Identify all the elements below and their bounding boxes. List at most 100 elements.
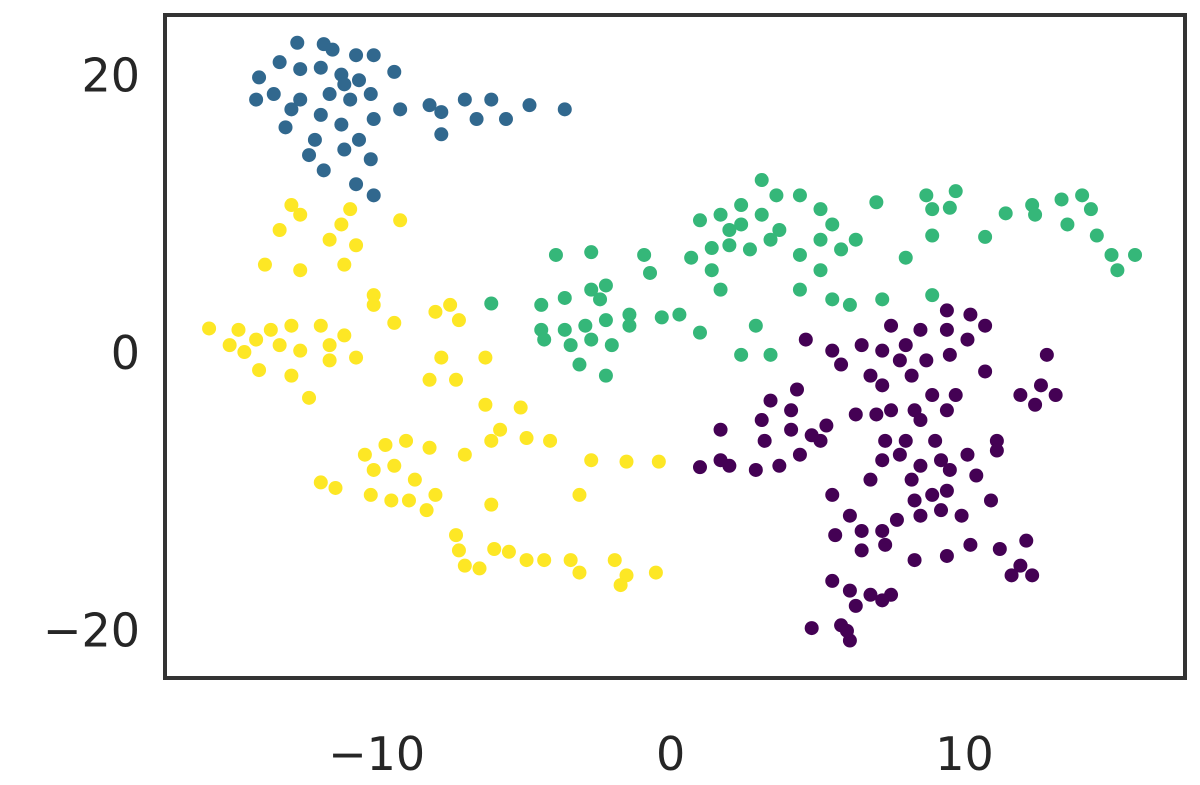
data-point: [919, 188, 934, 203]
data-point: [293, 263, 308, 278]
x-tick-label: 10: [935, 727, 994, 781]
data-point: [842, 297, 857, 312]
data-point: [419, 503, 434, 518]
data-point: [928, 433, 943, 448]
data-point: [457, 447, 472, 462]
data-point: [875, 343, 890, 358]
data-point: [792, 447, 807, 462]
data-point: [925, 202, 940, 217]
data-point: [387, 315, 402, 330]
data-point: [313, 60, 328, 75]
data-point: [939, 548, 954, 563]
data-point: [349, 48, 364, 63]
data-point: [939, 322, 954, 337]
data-point: [848, 407, 863, 422]
data-point: [907, 493, 922, 508]
data-point: [722, 222, 737, 237]
data-point: [363, 487, 378, 502]
data-point: [522, 98, 537, 113]
data-point: [252, 70, 267, 85]
data-point: [484, 92, 499, 107]
data-point: [942, 200, 957, 215]
data-point: [643, 265, 658, 280]
data-point: [316, 163, 331, 178]
data-point: [302, 148, 317, 163]
data-point: [748, 462, 763, 477]
data-point: [252, 363, 267, 378]
data-point: [498, 112, 513, 127]
data-point: [222, 338, 237, 353]
data-point: [757, 433, 772, 448]
data-point: [322, 338, 337, 353]
data-point: [284, 198, 299, 213]
data-point: [231, 322, 246, 337]
data-point: [875, 378, 890, 393]
data-point: [519, 431, 534, 446]
data-point: [884, 318, 899, 333]
data-point: [939, 483, 954, 498]
data-point: [622, 307, 637, 322]
data-point: [839, 623, 854, 638]
data-point: [989, 443, 1004, 458]
data-point: [813, 202, 828, 217]
y-tick-label: 0: [111, 326, 140, 380]
data-point: [925, 388, 940, 403]
data-point: [284, 102, 299, 117]
data-point: [1054, 192, 1069, 207]
data-point: [834, 357, 849, 372]
data-point: [363, 87, 378, 102]
data-point: [1013, 558, 1028, 573]
data-point: [907, 553, 922, 568]
data-point: [813, 232, 828, 247]
data-point: [337, 77, 352, 92]
data-point: [1060, 217, 1075, 232]
data-point: [825, 292, 840, 307]
data-point: [963, 537, 978, 552]
data-point: [792, 247, 807, 262]
data-point: [293, 343, 308, 358]
data-point: [654, 310, 669, 325]
data-point: [302, 390, 317, 405]
data-point: [713, 282, 728, 297]
data-point: [1019, 533, 1034, 548]
data-point: [772, 458, 787, 473]
data-point: [337, 257, 352, 272]
data-point: [713, 453, 728, 468]
data-point: [237, 345, 252, 360]
data-point: [537, 332, 552, 347]
data-point: [763, 347, 778, 362]
data-point: [1028, 397, 1043, 412]
data-point: [1025, 568, 1040, 583]
data-point: [713, 207, 728, 222]
data-point: [563, 338, 578, 353]
data-point: [284, 368, 299, 383]
data-point: [1128, 247, 1143, 262]
data-point: [337, 142, 352, 157]
data-point: [848, 598, 863, 613]
data-point: [948, 184, 963, 199]
data-point: [451, 543, 466, 558]
data-point: [772, 222, 787, 237]
data-point: [343, 92, 358, 107]
data-point: [878, 537, 893, 552]
data-point: [825, 573, 840, 588]
data-point: [393, 102, 408, 117]
data-point: [293, 62, 308, 77]
data-point: [593, 292, 608, 307]
data-point: [572, 565, 587, 580]
data-point: [337, 328, 352, 343]
data-point: [399, 433, 414, 448]
data-point: [1039, 347, 1054, 362]
data-point: [869, 195, 884, 210]
data-point: [334, 217, 349, 232]
data-point: [848, 232, 863, 247]
data-point: [763, 232, 778, 247]
data-point: [366, 297, 381, 312]
data-point: [366, 462, 381, 477]
data-point: [875, 593, 890, 608]
data-point: [451, 313, 466, 328]
data-point: [925, 228, 940, 243]
data-point: [784, 403, 799, 418]
data-point: [863, 368, 878, 383]
